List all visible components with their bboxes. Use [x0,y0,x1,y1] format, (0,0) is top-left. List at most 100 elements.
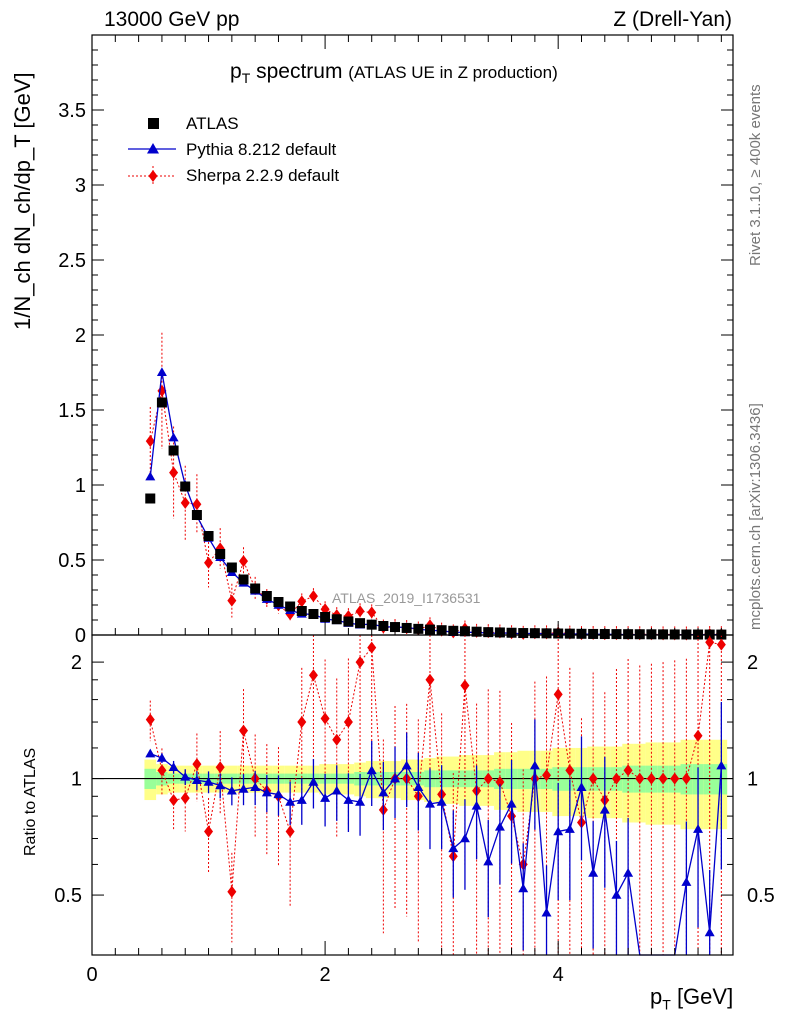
pythia-ratio-marker [401,760,412,770]
x-axis-label: pT [GeV] [650,984,733,1012]
atlas-marker [448,625,459,636]
pythia-ratio-marker [226,785,237,795]
title-t-sub: T [241,70,251,87]
sherpa-ratio-marker [542,769,552,782]
sherpa-marker [308,590,318,603]
atlas-marker [378,621,389,631]
ratio-tick-label-right: 2 [747,652,758,674]
pythia-ratio-marker [436,796,447,806]
atlas-marker [343,616,354,627]
chart-title: pT spectrum (ATLAS UE in Z production) [230,60,558,86]
atlas-marker [203,531,214,541]
sherpa-ratio-marker [169,794,179,807]
sherpa-ratio-marker [204,825,214,838]
atlas-marker [238,574,249,585]
pythia-ratio-marker [156,753,167,762]
rivet-label: Rivet 3.1.10, ≥ 400k events [747,84,764,266]
pythia-ratio-marker [191,775,202,785]
pythia-ratio-marker [343,795,354,804]
pythia-ratio-marker [320,793,331,802]
atlas-marker [355,618,366,629]
sherpa-ratio-marker [343,716,353,729]
sherpa-ratio-marker [180,792,190,805]
pythia-ratio-marker [250,782,261,791]
ratio-axis-label: Ratio to ATLAS [22,747,39,856]
pythia-ratio-marker [261,787,272,797]
pythia-ratio-marker [564,824,575,833]
sherpa-marker [145,435,155,448]
pythia-marker [156,367,167,377]
pythia-ratio-marker [716,760,727,770]
sherpa-marker [180,496,190,509]
pythia-ratio-marker [681,877,692,886]
pythia-ratio-marker [180,771,191,781]
sherpa-ratio-marker [623,764,633,777]
y-axis-label: 1/N_ch dN_ch/dp_T [GeV] [10,72,35,330]
sherpa-ratio-marker [495,775,505,788]
ratio-tick-label: 1 [71,769,82,791]
pythia-ratio-marker [494,821,505,831]
analysis-tag: ATLAS_2019_I1736531 [332,590,481,606]
y-tick-label: 2.5 [58,250,86,272]
y-tick-label: 1.5 [58,400,86,422]
pythia-ratio-marker [331,785,342,795]
pythia-ratio-marker [168,762,179,771]
atlas-marker [366,619,377,630]
title-note: (ATLAS UE in Z production) [348,63,558,82]
pythia-ratio-marker [215,780,226,790]
ratio-tick-label: 0.5 [54,885,82,907]
pythia-ratio-marker [471,800,482,810]
sherpa-ratio-marker [670,772,680,785]
atlas-marker [611,629,622,640]
atlas-marker [424,624,435,635]
sherpa-ratio-marker [285,825,295,838]
x-axis-unit: [GeV] [676,984,734,1009]
title-p: p [230,60,242,83]
y-tick-label: 1 [75,475,86,497]
atlas-marker [401,622,412,633]
process-label: Z (Drell-Yan) [613,8,732,31]
sherpa-ratio-marker [681,772,691,785]
atlas-marker [273,597,284,607]
atlas-marker [390,622,401,633]
atlas-marker [658,629,669,640]
legend-sherpa-label: Sherpa 2.2.9 default [186,166,340,185]
pythia-ratio-marker [623,868,634,877]
x-tick-label: 0 [86,964,97,986]
sherpa-marker [192,498,202,511]
sherpa-ratio-marker [157,764,167,777]
x-axis-p: p [650,984,663,1009]
sherpa-ratio-marker [483,772,493,785]
pythia-ratio-marker [413,782,424,791]
sherpa-marker [204,556,214,569]
atlas-marker [634,629,645,640]
x-axis-sub: T [662,996,671,1013]
pythia-ratio-marker [553,826,564,836]
sherpa-ratio-marker [227,885,237,898]
atlas-marker [191,510,202,520]
pythia-ratio-marker [704,927,715,937]
pythia-ratio-marker [459,833,470,843]
sherpa-ratio-marker [145,713,155,726]
title-spectrum: spectrum [256,60,343,83]
pythia-ratio-marker [308,776,319,786]
sherpa-ratio-marker [308,669,318,682]
sherpa-marker [169,466,179,479]
sherpa-ratio-marker [425,673,435,686]
atlas-marker [145,493,156,504]
sherpa-ratio-marker [192,758,202,771]
atlas-marker [250,583,261,594]
atlas-marker [331,614,342,625]
sherpa-ratio-marker [635,772,645,785]
x-tick-label: 4 [553,964,564,986]
sherpa-marker [297,595,307,608]
ratio-tick-label-right: 1 [747,769,758,791]
sherpa-ratio-marker [239,724,249,737]
atlas-marker [261,591,272,601]
pythia-ratio-marker [693,824,704,833]
atlas-marker [588,628,599,639]
pythia-ratio-marker [355,796,366,806]
sherpa-marker [239,555,249,568]
pythia-marker [145,471,156,481]
